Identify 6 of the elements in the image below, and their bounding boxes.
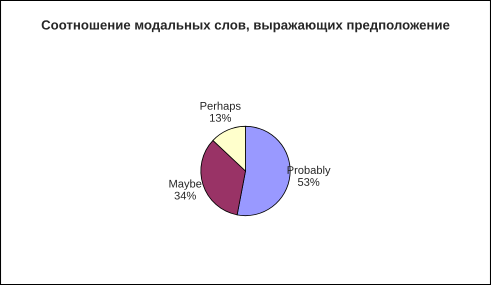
slice-label: Perhaps [200, 102, 241, 112]
data-label: 53% [298, 178, 320, 186]
slice-label: Maybe [169, 179, 202, 190]
chart-title: Соотношение модальных слов, выражающих предположение [42, 20, 450, 32]
data-label: 34% [174, 192, 196, 200]
data-label: 13% [210, 114, 232, 122]
